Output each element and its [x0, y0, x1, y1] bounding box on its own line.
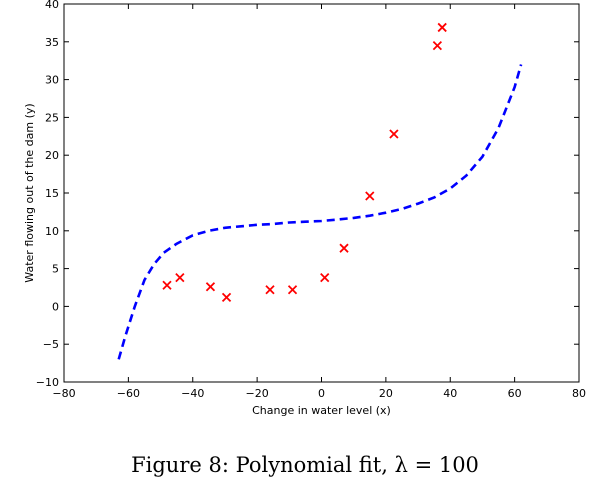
y-tick-label: 20: [45, 149, 59, 162]
x-tick-label: −80: [52, 387, 75, 400]
y-tick-label: 35: [45, 36, 59, 49]
x-tick-label: 60: [508, 387, 522, 400]
data-point-marker: [365, 191, 375, 201]
x-axis-label: Change in water level (x): [252, 404, 391, 417]
y-tick-label: −5: [43, 338, 59, 351]
x-tick-label: −20: [246, 387, 269, 400]
x-tick-label: 20: [379, 387, 393, 400]
y-tick-label: 15: [45, 187, 59, 200]
y-tick-label: 25: [45, 111, 59, 124]
figure-caption: Figure 8: Polynomial fit, λ = 100: [131, 453, 479, 477]
y-axis-ticks: −10 −5 0 5 10 15 20 25 30 35 40: [36, 0, 579, 389]
data-point-marker: [432, 40, 443, 51]
data-point-marker: [162, 280, 172, 290]
data-point-marker: [221, 292, 232, 302]
y-tick-label: 30: [45, 74, 59, 87]
y-tick-label: 5: [52, 263, 59, 276]
x-axis-ticks: −80 −60 −40 −20 0 20 40 60 80: [52, 4, 586, 400]
training-data-series: [162, 22, 447, 302]
y-axis-label: Water flowing out of the dam (y): [23, 103, 36, 282]
data-point-marker: [320, 273, 330, 283]
polynomial-fit-series: [117, 64, 523, 360]
x-tick-label: 80: [572, 387, 586, 400]
data-point-marker: [437, 22, 447, 33]
data-point-marker: [339, 243, 349, 253]
y-tick-label: 40: [45, 0, 59, 11]
data-point-marker: [389, 129, 399, 139]
y-tick-label: −10: [36, 376, 59, 389]
x-tick-label: 0: [318, 387, 325, 400]
x-tick-label: −60: [117, 387, 140, 400]
data-point-marker: [287, 285, 298, 295]
data-point-marker: [175, 273, 185, 283]
data-point-marker: [265, 285, 275, 295]
y-tick-label: 0: [52, 300, 59, 313]
x-tick-label: 40: [443, 387, 457, 400]
y-tick-label: 10: [45, 225, 59, 238]
polynomial-fit-line: [117, 64, 523, 360]
plot-area: [63, 3, 580, 383]
x-tick-label: −40: [181, 387, 204, 400]
data-point-marker: [205, 282, 216, 292]
